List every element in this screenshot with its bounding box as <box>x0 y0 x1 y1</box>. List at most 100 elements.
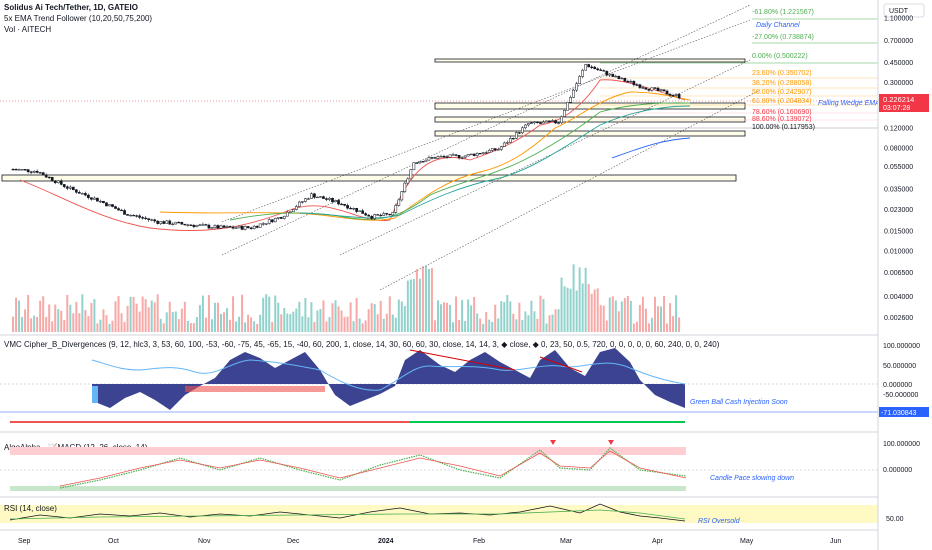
volume-bar <box>75 301 78 332</box>
volume-bar <box>147 307 150 332</box>
indicator-ema-title[interactable]: 5x EMA Trend Follower (10,20,50,75,200) <box>4 14 152 23</box>
fib-label-2: 0.00% (0.500222) <box>752 53 808 60</box>
candle <box>53 179 57 185</box>
vmc-blue-marker <box>92 386 98 403</box>
candle <box>135 214 138 218</box>
vmc-pane[interactable]: VMC Cipher_B_Divergences (9, 12, hlc3, 3… <box>0 340 878 423</box>
macd-pane[interactable]: AlgoAlpha - 📈MACD (12, 26, close, 14) Ca… <box>0 440 878 491</box>
candle <box>222 224 226 228</box>
volume-bar <box>213 302 216 332</box>
volume-bar <box>370 303 373 332</box>
vmc-title[interactable]: VMC Cipher_B_Divergences (9, 12, hlc3, 3… <box>4 340 720 349</box>
volume-bar <box>42 296 45 332</box>
currency-box[interactable] <box>883 3 925 18</box>
price-tick-7: 0.055000 <box>884 164 913 171</box>
macd-down-marker-1 <box>550 440 556 445</box>
volume-bar <box>427 268 430 332</box>
main-pane[interactable]: -61.80% (1.221567) Daily Channel -27.00%… <box>0 0 880 335</box>
volume-bar <box>623 298 626 332</box>
volume-bar <box>138 311 141 332</box>
volume-bar <box>602 305 605 332</box>
ema-200 <box>611 137 691 159</box>
macd-histogram <box>59 447 687 489</box>
volume-bar <box>446 302 449 332</box>
volume-bar <box>352 321 355 332</box>
volume-bar <box>135 303 138 332</box>
volume-bar <box>171 312 174 332</box>
candle <box>677 92 681 100</box>
time-axis[interactable]: Sep Oct Nov Dec 2024 Feb Mar Apr May Jun <box>18 538 841 545</box>
time-tick-sep: Sep <box>18 538 31 545</box>
time-tick-apr: Apr <box>652 538 664 545</box>
volume-bar <box>509 301 512 332</box>
symbol-title[interactable]: Solidus Ai Tech/Tether, 1D, GATEIO <box>4 3 138 12</box>
volume-bar <box>259 314 262 332</box>
candle <box>228 225 232 228</box>
volume-bar <box>18 300 21 332</box>
candle <box>105 202 108 207</box>
rsi-title[interactable]: RSI (14, close) <box>4 504 57 513</box>
volume-bar <box>334 300 337 332</box>
candle <box>77 190 81 194</box>
volume-bar <box>608 297 611 332</box>
candle <box>291 208 295 213</box>
candle <box>126 213 129 216</box>
volume-bar <box>358 318 361 332</box>
candle <box>153 218 157 223</box>
candle <box>165 219 169 224</box>
volume-bar <box>81 294 84 332</box>
annotation-falling-wedge: Falling Wedge EMA <box>818 100 880 107</box>
candle <box>180 221 184 225</box>
candle <box>551 119 554 122</box>
volume-bar <box>216 302 219 332</box>
volume-bar <box>72 313 75 332</box>
volume-bar <box>223 312 226 332</box>
candle <box>502 141 506 147</box>
volume-bar <box>195 317 198 332</box>
candle <box>240 225 244 231</box>
volume-bar <box>611 296 614 332</box>
candle <box>189 224 193 227</box>
candle <box>394 203 398 214</box>
volume-bar <box>433 320 436 332</box>
volume-bar <box>560 277 563 332</box>
volume-bar <box>467 299 470 332</box>
candle <box>50 176 54 182</box>
candle <box>548 120 551 123</box>
candle <box>524 123 527 130</box>
candle <box>17 168 21 171</box>
candle <box>201 222 205 226</box>
candle <box>370 215 374 220</box>
volume-bar <box>120 313 123 332</box>
candle <box>87 193 90 200</box>
vmc-tick-0: 100.000000 <box>883 343 920 350</box>
volume-bar <box>316 310 319 332</box>
volume-bar <box>141 296 144 332</box>
volume-bar <box>219 313 222 332</box>
candle <box>216 224 220 229</box>
candle <box>662 89 666 92</box>
candle <box>174 221 178 225</box>
price-tick-12: 0.006500 <box>884 270 913 277</box>
volume-bar <box>192 323 195 332</box>
candle <box>557 122 560 125</box>
volume-bar <box>33 315 36 332</box>
volume-bar <box>629 300 632 332</box>
volume-bar <box>656 306 659 332</box>
candle <box>647 88 651 92</box>
candle <box>575 81 578 92</box>
indicator-vol-title[interactable]: Vol · AITECH <box>4 25 51 34</box>
volume-bar <box>132 297 135 332</box>
price-tick-11: 0.010000 <box>884 248 913 255</box>
volume-bar <box>57 309 60 332</box>
volume-bar <box>232 296 235 332</box>
candle <box>397 198 401 207</box>
price-axis[interactable]: USDT 1.100000 0.700000 0.450000 0.300000 0.2… <box>877 0 932 550</box>
vmc-value-tag <box>879 407 929 417</box>
candle <box>391 212 395 216</box>
rsi-pane[interactable]: RSI (14, close) RSI Oversold <box>0 503 878 525</box>
volume-bar <box>349 302 352 332</box>
candle <box>310 192 313 200</box>
annotation-daily-channel: Daily Channel <box>756 22 800 29</box>
